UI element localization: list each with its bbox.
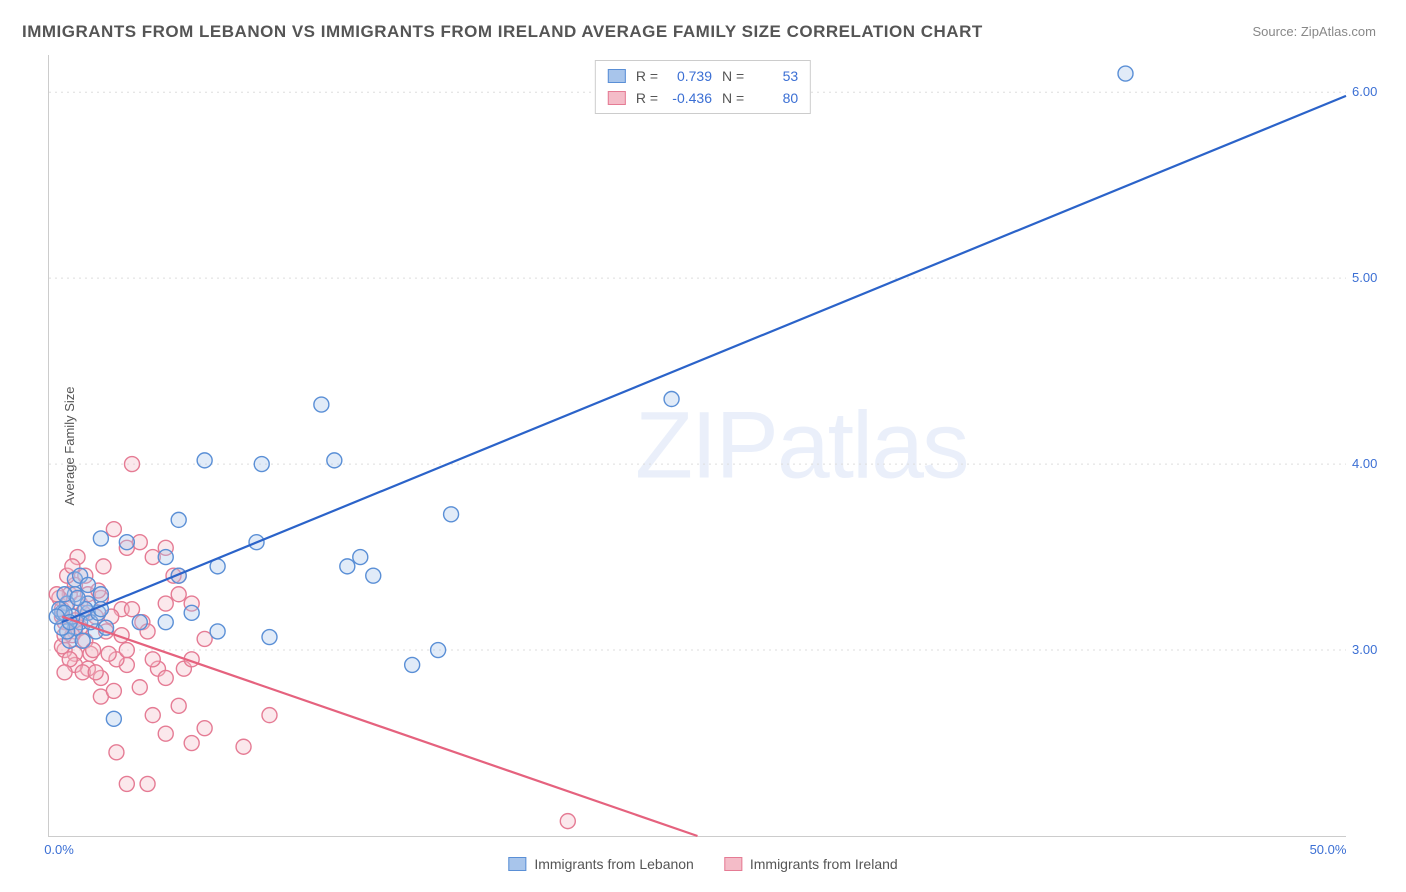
scatter-point [75,633,90,648]
scatter-point [119,776,134,791]
scatter-point [431,643,446,658]
scatter-point [340,559,355,574]
legend-item-ireland: Immigrants from Ireland [724,856,898,872]
x-tick-label: 50.0% [1310,842,1347,857]
scatter-point [119,643,134,658]
y-tick-label: 5.00 [1352,270,1377,285]
scatter-point [145,708,160,723]
scatter-point [314,397,329,412]
scatter-point [1118,66,1133,81]
scatter-point [145,652,160,667]
scatter-point [119,535,134,550]
x-tick-label: 0.0% [44,842,74,857]
scatter-point [106,711,121,726]
scatter-point [93,531,108,546]
scatter-point [132,615,147,630]
scatter-point [262,630,277,645]
scatter-point [171,698,186,713]
r-value-ireland: -0.436 [668,87,712,109]
swatch-ireland-bottom [724,857,742,871]
scatter-point [184,736,199,751]
source-name: ZipAtlas.com [1301,24,1376,39]
scatter-point [158,670,173,685]
scatter-point [106,522,121,537]
trend-line-ireland [62,617,698,836]
r-label: R = [636,65,658,87]
n-value-lebanon: 53 [754,65,798,87]
swatch-lebanon [608,69,626,83]
legend-label-lebanon: Immigrants from Lebanon [534,856,694,872]
scatter-point [171,512,186,527]
scatter-point [109,745,124,760]
scatter-point [366,568,381,583]
swatch-ireland [608,91,626,105]
chart-svg: 3.004.005.006.000.0%50.0% [49,55,1346,836]
scatter-point [93,587,108,602]
scatter-point [57,665,72,680]
n-label: N = [722,65,744,87]
scatter-point [171,587,186,602]
scatter-point [327,453,342,468]
swatch-lebanon-bottom [508,857,526,871]
legend-row-lebanon: R = 0.739 N = 53 [608,65,798,87]
source-attribution: Source: ZipAtlas.com [1252,24,1376,39]
scatter-point [197,721,212,736]
scatter-point [560,814,575,829]
scatter-point [158,596,173,611]
scatter-point [262,708,277,723]
y-tick-label: 6.00 [1352,84,1377,99]
y-tick-label: 4.00 [1352,456,1377,471]
scatter-point [70,590,85,605]
scatter-point [158,615,173,630]
trend-line-lebanon [62,96,1346,622]
scatter-point [184,605,199,620]
scatter-point [96,559,111,574]
scatter-point [353,550,368,565]
legend-label-ireland: Immigrants from Ireland [750,856,898,872]
r-label: R = [636,87,658,109]
scatter-point [664,392,679,407]
series-legend: Immigrants from Lebanon Immigrants from … [508,856,897,872]
chart-plot-area: ZIPatlas 3.004.005.006.000.0%50.0% [48,55,1346,837]
n-label: N = [722,87,744,109]
scatter-point [80,577,95,592]
scatter-point [101,646,116,661]
scatter-point [158,550,173,565]
scatter-point [405,657,420,672]
scatter-point [140,776,155,791]
scatter-point [254,457,269,472]
legend-row-ireland: R = -0.436 N = 80 [608,87,798,109]
scatter-point [236,739,251,754]
r-value-lebanon: 0.739 [668,65,712,87]
scatter-point [106,683,121,698]
chart-title: IMMIGRANTS FROM LEBANON VS IMMIGRANTS FR… [22,22,983,42]
y-tick-label: 3.00 [1352,642,1377,657]
scatter-point [444,507,459,522]
correlation-legend: R = 0.739 N = 53 R = -0.436 N = 80 [595,60,811,114]
legend-item-lebanon: Immigrants from Lebanon [508,856,694,872]
scatter-point [88,665,103,680]
scatter-point [197,453,212,468]
scatter-point [132,680,147,695]
source-prefix: Source: [1252,24,1300,39]
scatter-point [158,726,173,741]
n-value-ireland: 80 [754,87,798,109]
scatter-point [210,624,225,639]
scatter-point [125,457,140,472]
